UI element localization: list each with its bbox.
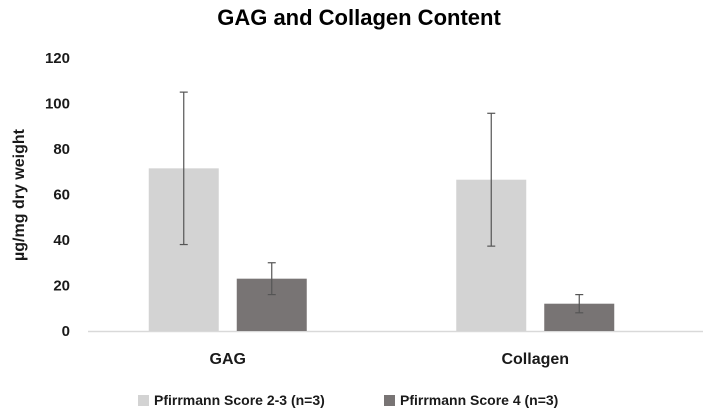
x-category-label: GAG <box>210 351 246 368</box>
legend-swatch <box>138 395 149 406</box>
y-tick-label: 60 <box>53 187 70 204</box>
y-tick-label: 80 <box>53 141 70 158</box>
chart-title: GAG and Collagen Content <box>217 5 501 30</box>
plot-area: 0 20 40 60 80 100 120 GAG Collagen <box>45 50 703 368</box>
y-tick-label: 120 <box>45 50 70 67</box>
x-category-label: Collagen <box>501 351 569 368</box>
y-tick-label: 20 <box>53 278 70 295</box>
legend-swatch <box>384 395 395 406</box>
y-tick-label: 0 <box>62 323 70 340</box>
y-axis-label: µg/mg dry weight <box>11 128 28 261</box>
y-tick-label: 40 <box>53 232 70 249</box>
legend-label: Pfirrmann Score 2-3 (n=3) <box>154 392 325 408</box>
legend: Pfirrmann Score 2-3 (n=3) Pfirrmann Score… <box>138 392 558 408</box>
y-tick-label: 100 <box>45 96 70 113</box>
legend-label: Pfirrmann Score 4 (n=3) <box>400 392 558 408</box>
